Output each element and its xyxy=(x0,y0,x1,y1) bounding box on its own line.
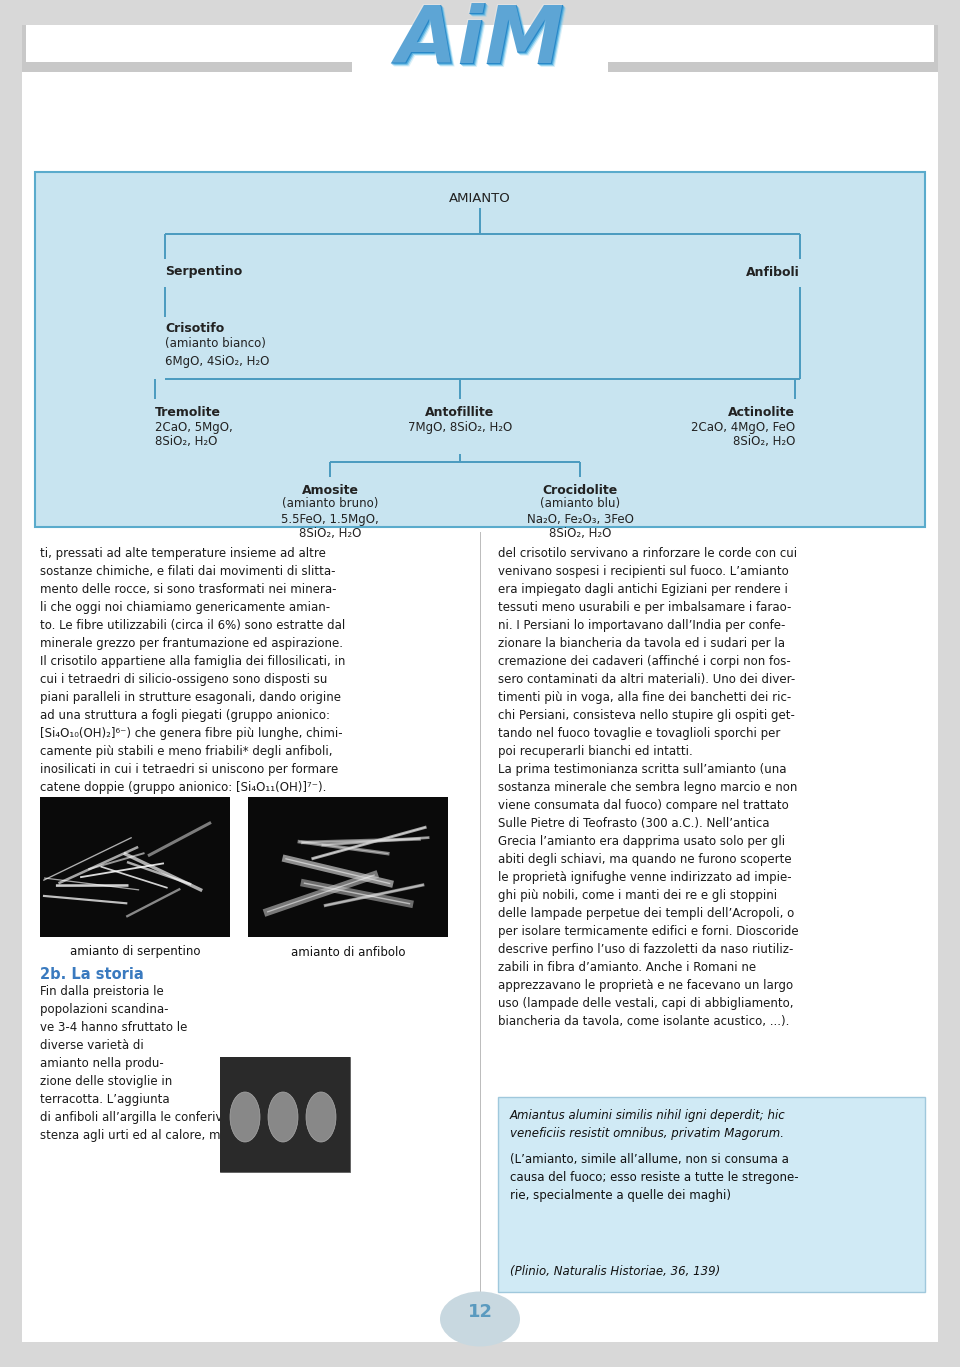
Bar xyxy=(220,1057,350,1172)
Text: (L’amianto, simile all’allume, non si consuma a
causa del fuoco; esso resiste a : (L’amianto, simile all’allume, non si co… xyxy=(510,1152,799,1202)
Text: 12: 12 xyxy=(468,1303,492,1321)
Text: 8SiO₂, H₂O: 8SiO₂, H₂O xyxy=(549,526,612,540)
Text: Serpentino: Serpentino xyxy=(165,265,242,279)
Text: 2CaO, 5MgO,: 2CaO, 5MgO, xyxy=(155,421,232,435)
Text: 6MgO, 4SiO₂, H₂O: 6MgO, 4SiO₂, H₂O xyxy=(165,354,270,368)
Text: Antofillite: Antofillite xyxy=(425,406,494,418)
Text: Amiantus alumini similis nihil igni deperdit; hic
veneficiis resistit omnibus, p: Amiantus alumini similis nihil igni depe… xyxy=(510,1109,785,1140)
Text: AiM: AiM xyxy=(394,1,564,81)
Text: Anfiboli: Anfiboli xyxy=(746,265,800,279)
Text: Crocidolite: Crocidolite xyxy=(542,484,617,496)
Bar xyxy=(40,797,230,936)
Bar xyxy=(22,25,26,72)
Ellipse shape xyxy=(268,1092,298,1141)
Text: amianto di serpentino: amianto di serpentino xyxy=(70,946,201,958)
Bar xyxy=(608,62,938,72)
Text: AiM: AiM xyxy=(398,5,568,83)
Text: AiM: AiM xyxy=(395,3,565,81)
Bar xyxy=(248,797,448,936)
Text: Crisotifo: Crisotifo xyxy=(165,323,225,335)
Text: 2CaO, 4MgO, FeO: 2CaO, 4MgO, FeO xyxy=(691,421,795,435)
Ellipse shape xyxy=(230,1092,260,1141)
Text: ti, pressati ad alte temperature insieme ad altre
sostanze chimiche, e filati da: ti, pressati ad alte temperature insieme… xyxy=(40,547,346,794)
Text: (amianto blu): (amianto blu) xyxy=(540,498,620,510)
Text: Na₂O, Fe₂O₃, 3FeO: Na₂O, Fe₂O₃, 3FeO xyxy=(527,514,634,526)
Ellipse shape xyxy=(440,1292,520,1346)
Text: Fin dalla preistoria le
popolazioni scandina-
ve 3-4 hanno sfruttato le
diverse : Fin dalla preistoria le popolazioni scan… xyxy=(40,986,342,1141)
Text: amianto di anfibolo: amianto di anfibolo xyxy=(291,946,405,958)
Text: AiM: AiM xyxy=(397,5,567,83)
Bar xyxy=(934,25,938,72)
Bar xyxy=(220,1057,350,1172)
Bar xyxy=(498,1096,925,1292)
Bar xyxy=(22,62,352,72)
Text: Actinolite: Actinolite xyxy=(728,406,795,418)
Text: AMIANTO: AMIANTO xyxy=(449,193,511,205)
Text: AiM: AiM xyxy=(396,4,566,82)
Text: (amianto bruno): (amianto bruno) xyxy=(282,498,378,510)
Text: 8SiO₂, H₂O: 8SiO₂, H₂O xyxy=(299,526,361,540)
Text: (amianto bianco): (amianto bianco) xyxy=(165,336,266,350)
Text: Tremolite: Tremolite xyxy=(155,406,221,418)
Text: 7MgO, 8SiO₂, H₂O: 7MgO, 8SiO₂, H₂O xyxy=(408,421,512,435)
Text: del crisotilo servivano a rinforzare le corde con cui
venivano sospesi i recipie: del crisotilo servivano a rinforzare le … xyxy=(498,547,799,1028)
Text: 8SiO₂, H₂O: 8SiO₂, H₂O xyxy=(732,435,795,447)
Text: 5.5FeO, 1.5MgO,: 5.5FeO, 1.5MgO, xyxy=(281,514,379,526)
Text: (Plinio, Naturalis Historiae, 36, 139): (Plinio, Naturalis Historiae, 36, 139) xyxy=(510,1264,720,1278)
Text: 8SiO₂, H₂O: 8SiO₂, H₂O xyxy=(155,435,217,447)
Text: Amosite: Amosite xyxy=(301,484,358,496)
Bar xyxy=(35,172,925,528)
Ellipse shape xyxy=(306,1092,336,1141)
Text: 2b. La storia: 2b. La storia xyxy=(40,966,144,982)
